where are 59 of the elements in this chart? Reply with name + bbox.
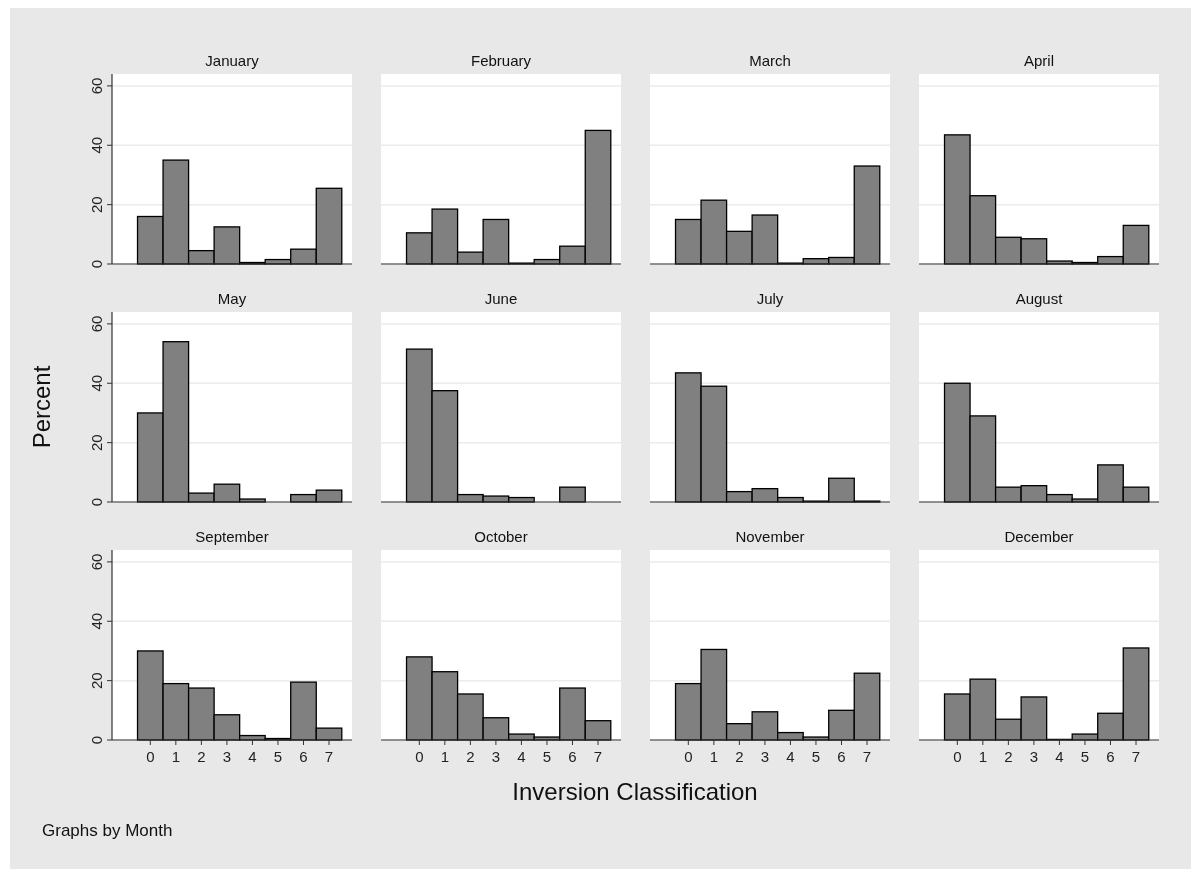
x-tick-label: 5 <box>811 748 821 765</box>
y-tick-label: 40 <box>88 374 105 392</box>
x-tick-label: 3 <box>222 748 232 765</box>
y-tick-label: 60 <box>88 553 105 571</box>
x-tick-label: 2 <box>1004 748 1013 765</box>
x-tick-label: 6 <box>837 748 846 765</box>
x-tick-label: 4 <box>517 748 526 765</box>
chart-title: February <box>470 52 532 69</box>
x-tick-label: 1 <box>440 748 449 765</box>
y-tick-label: 20 <box>88 196 105 213</box>
chart-title: July <box>756 290 784 307</box>
x-tick-label: 4 <box>1055 748 1064 765</box>
y-tick-label: 40 <box>88 612 105 630</box>
x-tick-label: 7 <box>1131 748 1141 765</box>
x-tick-label: 1 <box>171 748 180 765</box>
x-tick-label: 2 <box>197 748 206 765</box>
x-tick-label: 0 <box>684 748 693 765</box>
chart-title: April <box>1023 52 1055 69</box>
y-tick-label: 0 <box>88 259 105 269</box>
y-tick-label: 60 <box>88 77 105 95</box>
chart-title: March <box>749 52 791 69</box>
x-tick-label: 0 <box>415 748 424 765</box>
x-axis-title: Inversion Classification <box>512 778 758 805</box>
x-tick-label: 1 <box>978 748 987 765</box>
x-tick-label: 3 <box>491 748 501 765</box>
x-tick-label: 2 <box>466 748 475 765</box>
text: Graphs by Month <box>42 821 173 840</box>
x-tick-label: 0 <box>146 748 155 765</box>
chart-title: May <box>217 290 247 307</box>
y-axis-title: Percent <box>28 365 55 449</box>
chart-title: December <box>1004 528 1074 545</box>
chart-title: October <box>474 528 528 545</box>
x-tick-label: 5 <box>273 748 283 765</box>
chart-title: August <box>1015 290 1064 307</box>
chart-title: November <box>735 528 805 545</box>
x-tick-label: 6 <box>299 748 308 765</box>
x-tick-label: 6 <box>568 748 577 765</box>
x-tick-label: 7 <box>324 748 334 765</box>
y-tick-label: 40 <box>88 136 105 154</box>
chart-title: June <box>484 290 518 307</box>
y-tick-label: 0 <box>88 735 105 745</box>
x-tick-label: 4 <box>248 748 257 765</box>
x-tick-label: 1 <box>709 748 718 765</box>
x-tick-label: 6 <box>1106 748 1115 765</box>
x-tick-label: 3 <box>1029 748 1039 765</box>
x-tick-label: 7 <box>593 748 603 765</box>
x-tick-label: 0 <box>953 748 962 765</box>
x-tick-label: 5 <box>542 748 552 765</box>
y-tick-label: 20 <box>88 672 105 689</box>
y-tick-label: 0 <box>88 497 105 507</box>
x-tick-label: 4 <box>786 748 795 765</box>
chart-title: January <box>205 52 260 69</box>
x-tick-label: 5 <box>1080 748 1090 765</box>
x-tick-label: 7 <box>862 748 872 765</box>
y-tick-label: 60 <box>88 315 105 333</box>
x-tick-label: 2 <box>735 748 744 765</box>
y-tick-label: 20 <box>88 434 105 451</box>
x-tick-label: 3 <box>760 748 770 765</box>
chart-title: September <box>195 528 269 545</box>
